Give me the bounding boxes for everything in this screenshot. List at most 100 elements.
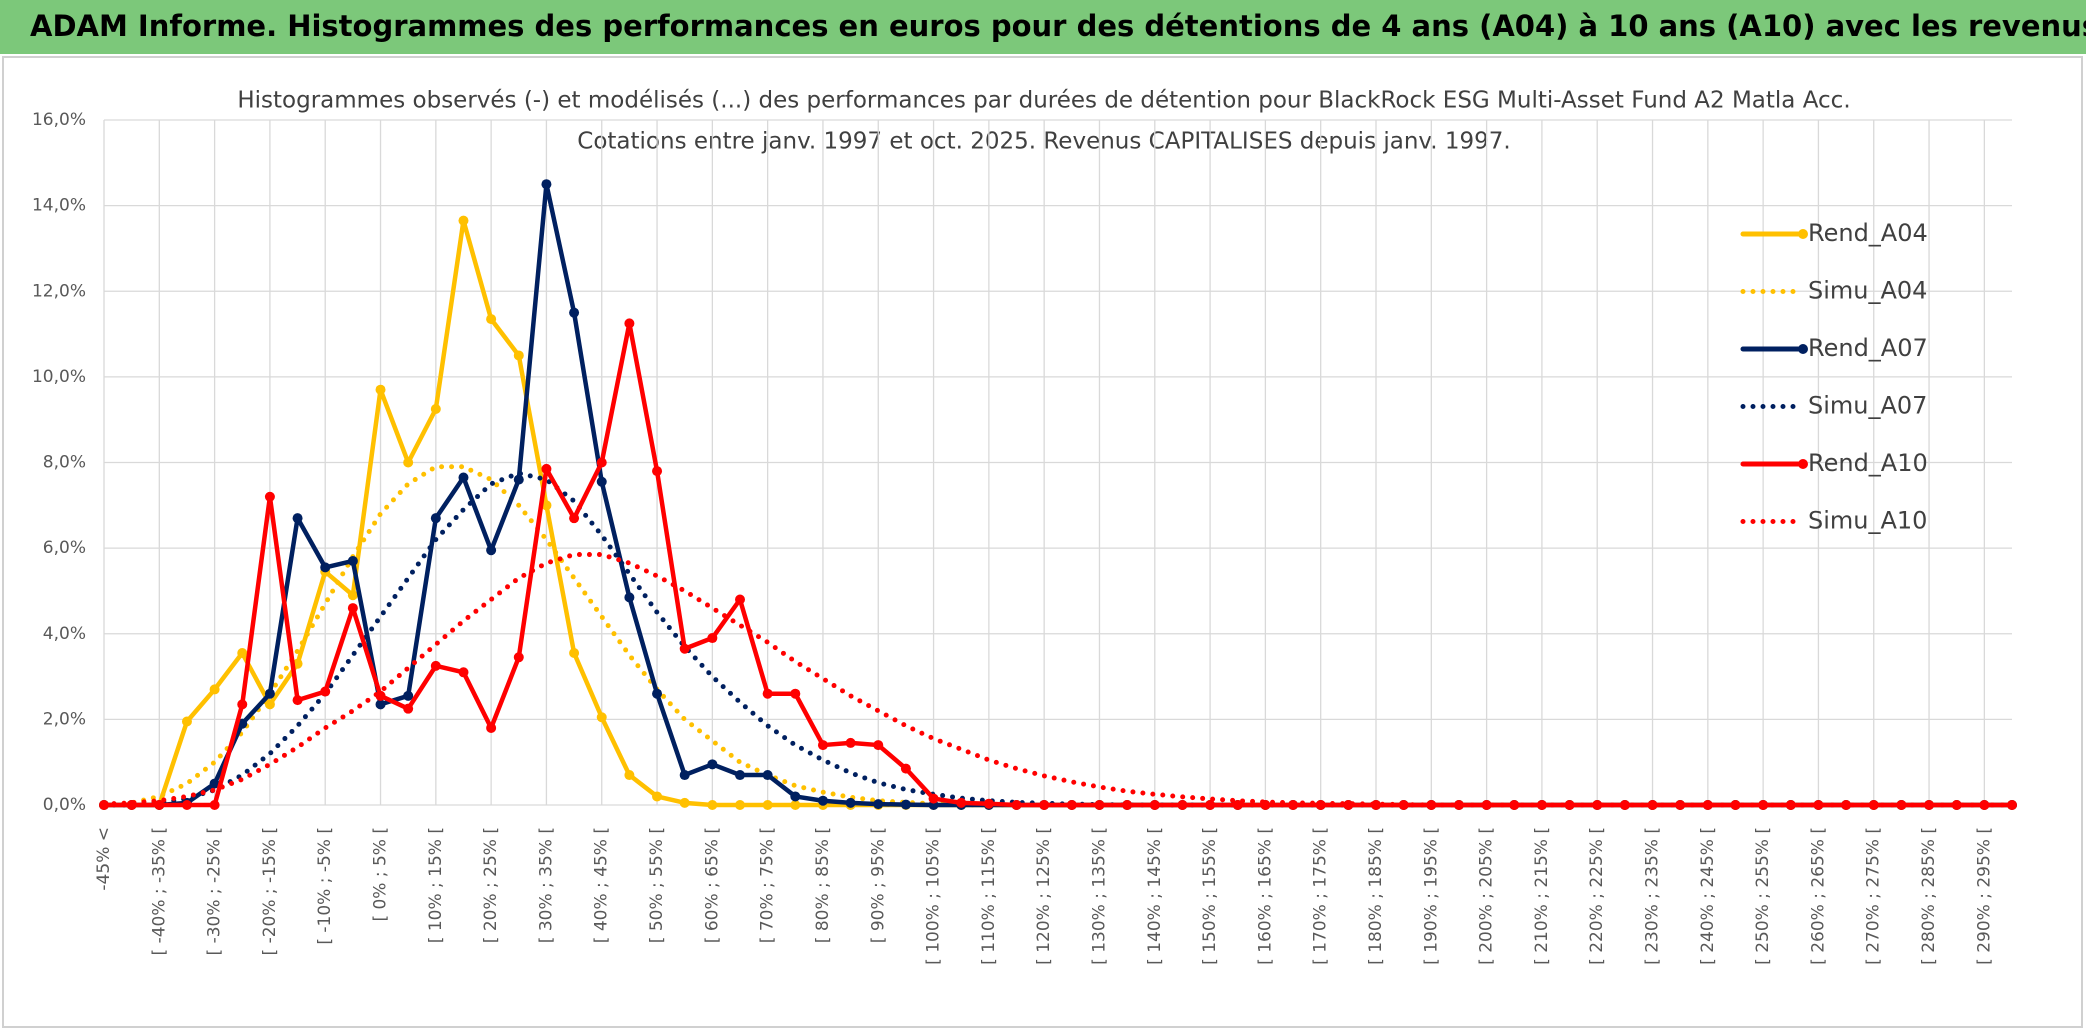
- x-tick-label: [ 120% ; 125% [: [1034, 827, 1054, 965]
- point: [707, 759, 718, 770]
- x-tick-label: [ 140% ; 145% [: [1145, 827, 1165, 965]
- point: [347, 555, 358, 566]
- point: [762, 688, 773, 699]
- x-tick-label: [ 130% ; 135% [: [1089, 827, 1109, 965]
- chart-frame: [2, 56, 2083, 1028]
- point: [458, 472, 469, 483]
- point: [1066, 800, 1077, 810]
- point: [1177, 800, 1188, 810]
- point: [569, 307, 580, 318]
- point: [983, 798, 994, 809]
- x-tick-label: [ 0% ; 5% [: [371, 827, 391, 922]
- y-tick-label: 16,0%: [32, 110, 86, 130]
- point: [292, 695, 303, 706]
- point: [762, 770, 773, 781]
- legend-label: Simu_A10: [1808, 507, 1927, 535]
- point: [679, 770, 690, 781]
- legend-label: Simu_A07: [1808, 392, 1927, 420]
- x-tick-label: [ 260% ; 265% [: [1808, 827, 1828, 965]
- legend-marker: [1798, 459, 1808, 469]
- point: [541, 500, 552, 511]
- point: [652, 688, 663, 699]
- point: [264, 688, 275, 699]
- x-tick-label: [ 110% ; 115% [: [979, 827, 999, 965]
- point: [873, 799, 884, 810]
- point: [513, 350, 524, 361]
- y-tick-label: 4,0%: [43, 624, 86, 644]
- point: [320, 562, 331, 573]
- y-tick-label: 14,0%: [32, 196, 86, 216]
- point: [458, 667, 469, 678]
- point: [292, 513, 303, 524]
- point: [596, 476, 607, 487]
- x-tick-label: [ 180% ; 185% [: [1366, 827, 1386, 965]
- x-tick-label: [ 40% ; 45% [: [592, 827, 612, 943]
- point: [707, 800, 718, 810]
- x-tick-label: [ 100% ; 105% [: [924, 827, 944, 965]
- point: [652, 466, 663, 477]
- x-tick-label: [ 50% ; 55% [: [647, 827, 667, 943]
- point: [928, 793, 939, 804]
- point: [569, 648, 580, 659]
- x-tick-label: [ 280% ; 285% [: [1919, 827, 1939, 965]
- x-tick-label: [ 210% ; 215% [: [1532, 827, 1552, 965]
- point: [237, 648, 248, 659]
- point: [1232, 800, 1243, 810]
- point: [347, 603, 358, 614]
- point: [790, 688, 801, 699]
- point: [1453, 800, 1464, 810]
- point: [541, 463, 552, 474]
- point: [624, 592, 635, 603]
- point: [1094, 800, 1105, 810]
- point: [1924, 800, 1935, 810]
- point: [1205, 800, 1216, 810]
- point: [569, 513, 580, 524]
- simulated-line: [101, 552, 2015, 808]
- header-title: ADAM Informe. Histogrammes des performan…: [30, 9, 2086, 43]
- x-tick-label: [ 150% ; 155% [: [1200, 827, 1220, 965]
- point: [596, 457, 607, 468]
- point: [209, 684, 220, 695]
- x-tick-label: [ 30% ; 35% [: [536, 827, 556, 943]
- x-tick-label: [ -20% ; -15% [: [260, 827, 280, 955]
- x-tick-label: [ 170% ; 175% [: [1311, 827, 1331, 965]
- point: [403, 690, 414, 701]
- point: [1149, 800, 1160, 810]
- chart-title: Histogrammes observés (-) et modélisés (…: [237, 88, 1850, 114]
- point: [817, 740, 828, 751]
- point: [845, 797, 856, 808]
- point: [652, 791, 663, 802]
- x-tick-label: [ -10% ; -5% [: [315, 827, 335, 945]
- point: [817, 795, 828, 806]
- y-tick-label: 0,0%: [43, 795, 86, 815]
- point: [347, 590, 358, 601]
- point: [209, 800, 220, 810]
- point: [2007, 800, 2017, 810]
- point: [790, 791, 801, 802]
- point: [1951, 800, 1962, 810]
- x-tick-label: [ 190% ; 195% [: [1421, 827, 1441, 965]
- point: [1039, 800, 1050, 810]
- x-tick-label: [ 220% ; 225% [: [1587, 827, 1607, 965]
- point: [1011, 800, 1022, 810]
- point: [209, 778, 220, 789]
- y-tick-label: 12,0%: [32, 281, 86, 301]
- legend-label: Rend_A07: [1808, 334, 1928, 362]
- y-tick-label: 10,0%: [32, 367, 86, 387]
- legend-label: Simu_A04: [1808, 277, 1927, 305]
- point: [679, 643, 690, 654]
- point: [486, 545, 497, 556]
- x-tick-label: [ 20% ; 25% [: [481, 827, 501, 943]
- x-tick-label: [ 60% ; 65% [: [702, 827, 722, 943]
- point: [1564, 800, 1575, 810]
- point: [679, 797, 690, 808]
- point: [320, 686, 331, 697]
- x-tick-label: [ -40% ; -35% [: [149, 827, 169, 955]
- y-tick-label: 2,0%: [43, 709, 86, 729]
- legend-label: Rend_A04: [1808, 219, 1928, 247]
- point: [735, 594, 745, 605]
- x-tick-label: [ 240% ; 245% [: [1698, 827, 1718, 965]
- point: [458, 215, 469, 226]
